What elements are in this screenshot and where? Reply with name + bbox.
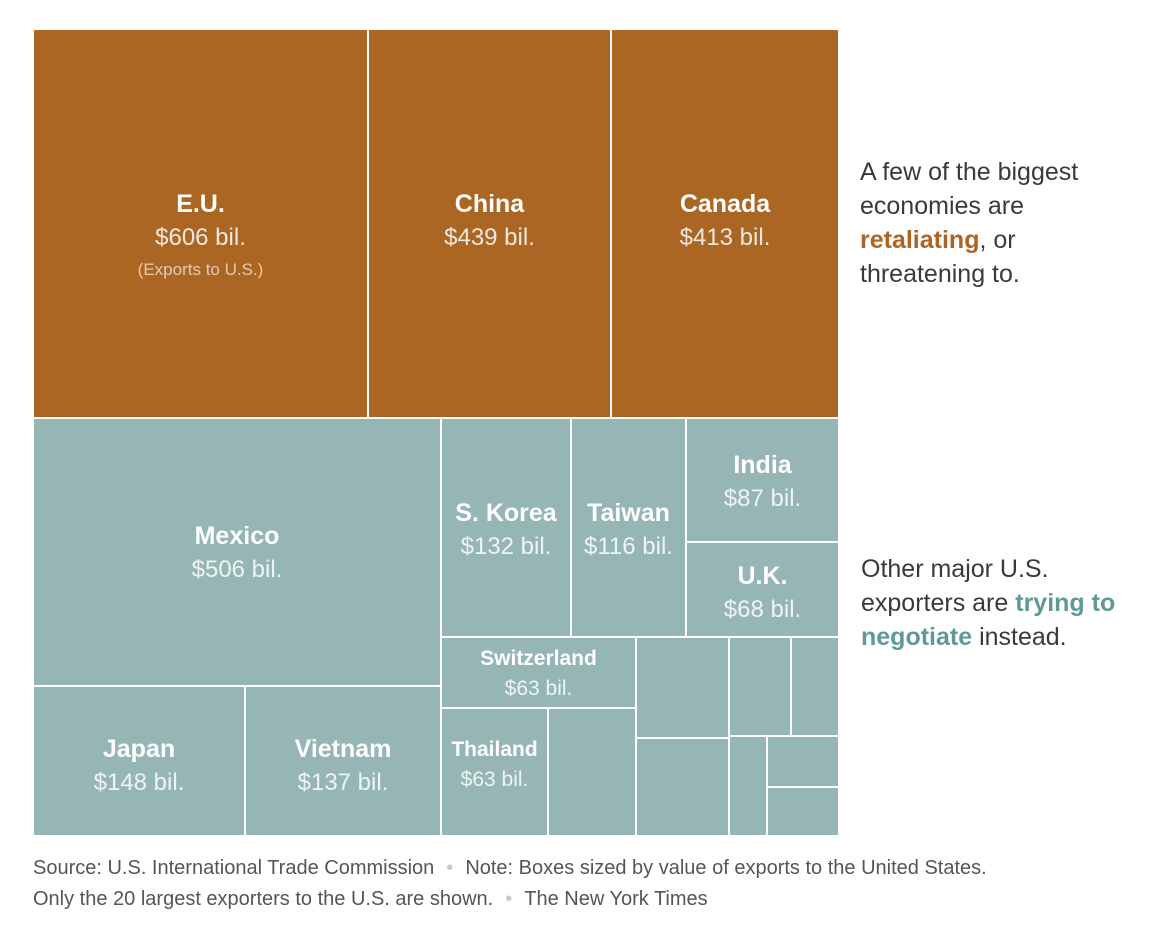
treemap-tile-unlabeled — [636, 738, 729, 836]
tile-name: S. Korea — [455, 499, 557, 527]
tile-value: $63 bil. — [460, 768, 529, 791]
annotation-bottom-text: Other major U.S. exporters are — [861, 555, 1049, 617]
treemap-tile: Thailand $63 bil. — [441, 708, 548, 836]
treemap-tile: China $439 bil. — [368, 29, 611, 418]
annotation-retaliating: A few of the biggest economies are retal… — [860, 155, 1130, 291]
treemap-tile: Switzerland $63 bil. — [441, 637, 636, 708]
treemap-tile: Japan $148 bil. — [33, 686, 245, 836]
tile-value: $148 bil. — [93, 769, 185, 796]
separator-dot: • — [446, 857, 454, 879]
treemap-tile: Taiwan $116 bil. — [571, 418, 686, 637]
tile-value: $68 bil. — [723, 596, 802, 623]
annotation-bottom-after: instead. — [972, 623, 1067, 651]
tile-value: $116 bil. — [584, 533, 673, 560]
treemap-tile-unlabeled — [548, 708, 636, 836]
tile-value: $63 bil. — [504, 677, 573, 700]
tile-note: (Exports to U.S.) — [137, 260, 264, 279]
footer-line-1: Source: U.S. International Trade Commiss… — [33, 853, 987, 884]
tile-name: Japan — [102, 735, 176, 763]
treemap-tile-unlabeled — [767, 787, 839, 836]
treemap-tile: E.U. $606 bil. (Exports to U.S.) — [33, 29, 368, 418]
tile-name: Switzerland — [480, 647, 597, 670]
tile-label: Taiwan $116 bil. — [572, 496, 685, 564]
tile-value: $606 bil. — [155, 224, 246, 251]
treemap-tile: S. Korea $132 bil. — [441, 418, 571, 637]
tile-name: Vietnam — [294, 735, 392, 763]
only-text: Only the 20 largest exporters to the U.S… — [33, 888, 494, 910]
treemap-tile-unlabeled — [729, 736, 767, 836]
tile-name: E.U. — [176, 190, 225, 218]
treemap-tile-unlabeled — [636, 637, 729, 738]
tile-label: Mexico $506 bil. — [34, 519, 440, 587]
separator-dot: • — [505, 888, 513, 910]
tile-label: U.K. $68 bil. — [687, 559, 838, 627]
tile-label: Vietnam $137 bil. — [246, 732, 440, 800]
tile-label: E.U. $606 bil. (Exports to U.S.) — [34, 187, 367, 285]
tile-name: U.K. — [737, 562, 788, 590]
tile-value: $132 bil. — [460, 533, 552, 560]
footer-line-2: Only the 20 largest exporters to the U.S… — [33, 884, 708, 915]
tile-name: Mexico — [194, 522, 280, 550]
tile-label: Japan $148 bil. — [34, 732, 244, 800]
treemap-tile: India $87 bil. — [686, 418, 839, 542]
tile-label: China $439 bil. — [369, 187, 610, 255]
tile-value: $413 bil. — [679, 224, 771, 251]
tile-value: $137 bil. — [297, 769, 389, 796]
tile-name: Thailand — [451, 738, 538, 761]
annotation-bottom-highlight: trying to negotiate — [861, 589, 1116, 651]
treemap-tile-unlabeled — [729, 637, 791, 736]
tile-name: China — [454, 190, 525, 218]
tile-name: India — [733, 451, 792, 479]
tile-value: $506 bil. — [191, 556, 283, 583]
treemap-tile: U.K. $68 bil. — [686, 542, 839, 637]
annotation-top-after: , or threatening to. — [860, 226, 1020, 288]
treemap-tile: Canada $413 bil. — [611, 29, 839, 418]
tile-name: Taiwan — [587, 499, 670, 527]
tile-label: Canada $413 bil. — [612, 187, 838, 255]
credit-text: The New York Times — [524, 888, 708, 910]
annotation-top-highlight: retaliating — [860, 226, 980, 254]
annotation-top-text: A few of the biggest economies are — [860, 158, 1079, 220]
tile-label: India $87 bil. — [687, 448, 838, 516]
annotation-negotiating: Other major U.S. exporters are trying to… — [861, 552, 1131, 654]
source-text: Source: U.S. International Trade Commiss… — [33, 857, 435, 879]
tile-label: S. Korea $132 bil. — [442, 496, 570, 564]
tile-name: Canada — [679, 190, 771, 218]
treemap-tile: Mexico $506 bil. — [33, 418, 441, 686]
tile-label: Thailand $63 bil. — [442, 735, 547, 795]
note-text: Note: Boxes sized by value of exports to… — [465, 857, 987, 879]
tile-value: $439 bil. — [444, 224, 535, 251]
tile-label: Switzerland $63 bil. — [442, 644, 635, 704]
treemap-tile-unlabeled — [767, 736, 839, 787]
treemap-tile-unlabeled — [791, 637, 839, 736]
treemap-tile: Vietnam $137 bil. — [245, 686, 441, 836]
tile-value: $87 bil. — [723, 485, 802, 512]
